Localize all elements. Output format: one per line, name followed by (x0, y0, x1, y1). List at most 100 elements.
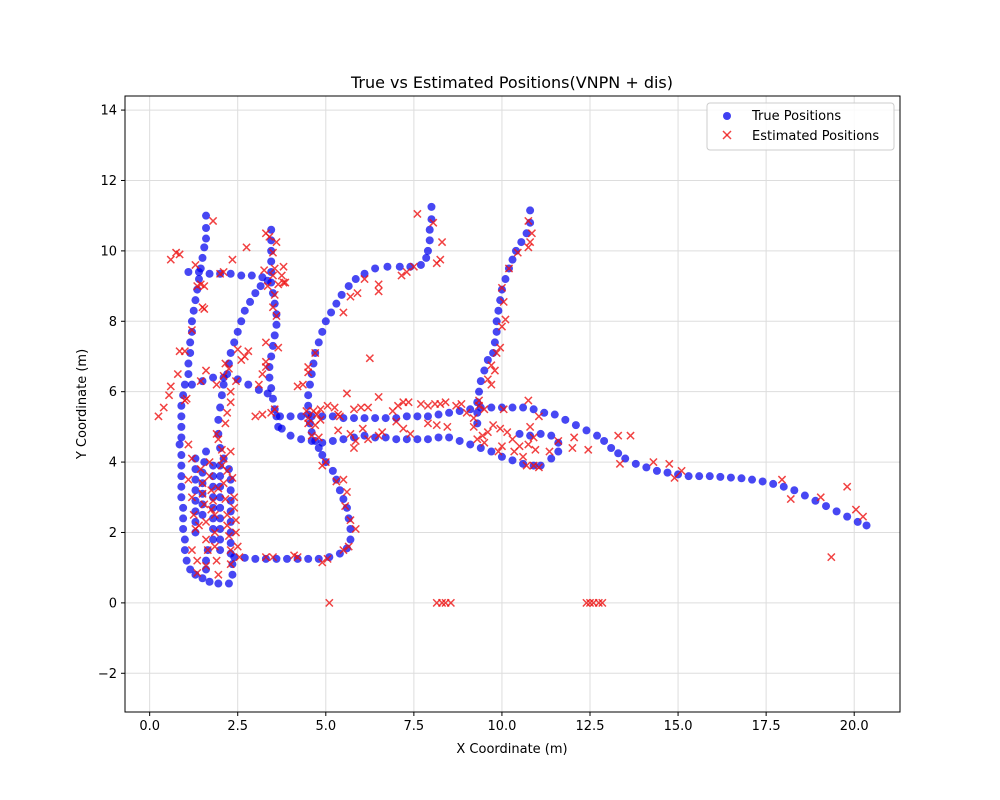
estimated-position-point (184, 440, 193, 449)
estimated-position-point (224, 531, 234, 541)
true-position-point (483, 356, 492, 364)
estimated-position-point (496, 343, 505, 352)
estimated-position-point (858, 512, 868, 521)
true-position-point (224, 579, 233, 588)
estimated-position-point (214, 570, 223, 579)
estimated-position-point (677, 466, 686, 476)
estimated-position-point (351, 436, 360, 446)
true-position-point (202, 556, 211, 565)
true-position-point (737, 474, 746, 483)
true-position-point (344, 282, 353, 291)
true-position-point (283, 554, 292, 563)
true-position-point (540, 408, 549, 417)
true-position-point (179, 514, 188, 523)
y-tick-label: 8 (109, 315, 117, 330)
estimated-position-point (279, 262, 288, 271)
estimated-position-point (339, 545, 348, 555)
estimated-position-point (203, 545, 212, 555)
x-tick-label: 10.0 (487, 719, 516, 734)
true-position-point (526, 206, 535, 215)
true-position-point (371, 264, 380, 273)
estimated-position-point (374, 392, 383, 402)
estimated-position-point (187, 545, 197, 555)
estimated-position-point (816, 493, 825, 502)
estimated-position-point (598, 598, 607, 608)
true-position-point (496, 296, 505, 305)
legend: True Positions Estimated Positions (706, 102, 895, 151)
true-position-point (177, 451, 186, 460)
estimated-position-point (469, 413, 478, 423)
true-position-point (191, 475, 200, 484)
estimated-position-point (339, 475, 348, 484)
grid-lines (125, 96, 900, 712)
estimated-position-point (279, 278, 288, 287)
true-position-point (270, 331, 279, 340)
estimated-position-point (196, 376, 205, 386)
estimated-position-point (226, 560, 235, 569)
estimated-position-point (224, 364, 234, 373)
estimated-position-point (353, 288, 362, 298)
true-position-point (425, 225, 434, 234)
estimated-position-point (251, 412, 260, 421)
estimated-position-point (210, 528, 219, 537)
estimated-position-point (323, 401, 332, 410)
estimated-position-point (416, 399, 426, 409)
estimated-position-point (585, 598, 595, 608)
estimated-position-point (272, 311, 281, 321)
true-position-point (214, 429, 223, 438)
estimated-position-point (508, 435, 517, 444)
true-position-point (205, 577, 214, 586)
true-position-point (268, 394, 277, 403)
estimated-position-point (406, 429, 415, 439)
true-position-point (822, 502, 831, 511)
true-position-point (392, 435, 401, 444)
estimated-position-point (786, 494, 795, 504)
true-position-point (237, 271, 246, 280)
true-position-point (277, 424, 286, 433)
estimated-position-point (483, 428, 492, 437)
true-position-point (179, 524, 188, 533)
estimated-position-point (437, 598, 447, 608)
true-position-point (254, 385, 263, 394)
estimated-position-point (483, 375, 492, 384)
true-position-point (381, 433, 390, 442)
true-position-point (476, 444, 485, 452)
true-position-point (180, 546, 189, 555)
true-position-point (247, 271, 256, 280)
estimated-position-point (270, 264, 279, 273)
estimated-position-point (201, 366, 211, 375)
estimated-position-point (219, 454, 228, 463)
true-position-point (508, 403, 517, 412)
estimated-position-point (210, 510, 219, 520)
estimated-position-point (568, 443, 577, 453)
true-position-point (554, 438, 563, 447)
true-position-point (240, 306, 249, 315)
true-position-point (202, 234, 211, 243)
estimated-position-point (231, 376, 241, 386)
true-position-point (226, 539, 235, 548)
estimated-position-point (219, 371, 228, 380)
estimated-position-point (473, 435, 482, 444)
estimated-position-point (187, 454, 197, 463)
estimated-position-point (360, 274, 369, 284)
estimated-position-point (184, 475, 193, 484)
true-position-point (246, 297, 255, 306)
plot-area-frame (124, 95, 901, 713)
true-position-point (349, 414, 358, 423)
true-position-point (346, 535, 355, 544)
true-position-point (554, 447, 563, 456)
estimated-position-point (263, 281, 272, 291)
true-position-point (214, 579, 223, 588)
true-position-point (607, 444, 616, 452)
true-position-point (335, 486, 344, 495)
true-position-point (381, 414, 390, 423)
estimated-position-point (235, 552, 244, 562)
estimated-position-point (187, 493, 197, 502)
estimated-position-point (214, 435, 223, 444)
estimated-position-point (201, 561, 211, 571)
y-tick-label: 6 (109, 385, 117, 400)
true-position-point (305, 380, 314, 389)
true-position-point (402, 435, 411, 444)
true-position-point (332, 475, 341, 484)
